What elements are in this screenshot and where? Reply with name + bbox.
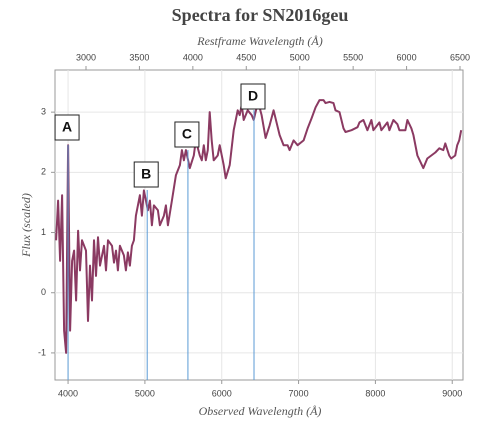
x-tick-label: 9000 xyxy=(442,388,462,398)
annotation-label: B xyxy=(141,166,151,182)
x-axis-title: Observed Wavelength (Å) xyxy=(199,404,322,418)
top-tick-label: 3500 xyxy=(129,52,149,62)
top-tick-label: 3000 xyxy=(76,52,96,62)
annotation-box xyxy=(54,114,80,141)
y-tick-label: 1 xyxy=(41,227,46,237)
y-axis-title: Flux (scaled) xyxy=(19,193,33,258)
annotation-label: A xyxy=(62,119,72,135)
top-tick-label: 5500 xyxy=(343,52,363,62)
spectrum-line xyxy=(55,99,463,354)
y-tick-label: -1 xyxy=(38,347,46,357)
top-tick-label: 4000 xyxy=(183,52,203,62)
top-tick-label: 5000 xyxy=(290,52,310,62)
annotation-box xyxy=(240,83,266,110)
top-tick-label: 6500 xyxy=(450,52,470,62)
y-tick-label: 3 xyxy=(41,107,46,117)
y-tick-label: 0 xyxy=(41,287,46,297)
x-tick-label: 8000 xyxy=(365,388,385,398)
y-tick-label: 2 xyxy=(41,167,46,177)
annotation-label: D xyxy=(248,88,258,104)
top-tick-label: 6000 xyxy=(397,52,417,62)
annotation-box xyxy=(133,161,159,188)
x-tick-label: 5000 xyxy=(135,388,155,398)
x-tick-label: 6000 xyxy=(212,388,232,398)
top-tick-label: 4500 xyxy=(236,52,256,62)
annotation-box xyxy=(174,121,200,148)
annotation-label: C xyxy=(182,126,192,142)
top-axis-title: Restframe Wavelength (Å) xyxy=(196,34,323,48)
x-tick-label: 4000 xyxy=(58,388,78,398)
chart-title: Spectra for SN2016geu xyxy=(172,5,349,25)
x-tick-label: 7000 xyxy=(289,388,309,398)
plot-area xyxy=(54,69,464,381)
